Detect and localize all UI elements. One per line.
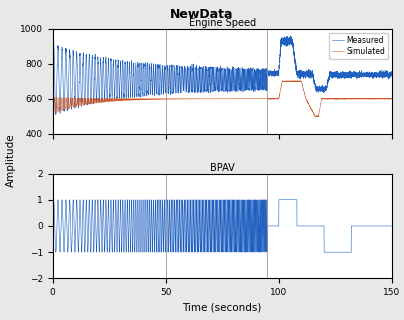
Simulated — [315, 115, 320, 118]
Legend: Measured, Simulated: Measured, Simulated — [329, 33, 388, 59]
Measured — [50, 76, 55, 80]
Line: Measured: Measured — [53, 36, 392, 115]
Simulated — [293, 79, 298, 83]
Simulated — [198, 97, 203, 101]
Text: NewData: NewData — [170, 8, 234, 21]
Measured — [326, 79, 331, 83]
Measured — [198, 72, 203, 76]
X-axis label: Time (seconds): Time (seconds) — [183, 303, 262, 313]
Measured — [72, 89, 77, 93]
Simulated — [389, 97, 394, 100]
Measured — [288, 34, 293, 38]
Simulated — [326, 97, 331, 100]
Title: BPAV: BPAV — [210, 163, 235, 173]
Text: Amplitude: Amplitude — [6, 133, 16, 187]
Title: Engine Speed: Engine Speed — [189, 18, 256, 28]
Simulated — [167, 97, 172, 101]
Measured — [389, 73, 394, 77]
Simulated — [72, 99, 77, 103]
Simulated — [125, 97, 130, 101]
Simulated — [50, 95, 55, 99]
Measured — [59, 75, 63, 79]
Line: Simulated: Simulated — [53, 81, 392, 116]
Measured — [125, 75, 130, 79]
Measured — [167, 64, 172, 68]
Simulated — [59, 96, 63, 100]
Measured — [53, 113, 58, 116]
